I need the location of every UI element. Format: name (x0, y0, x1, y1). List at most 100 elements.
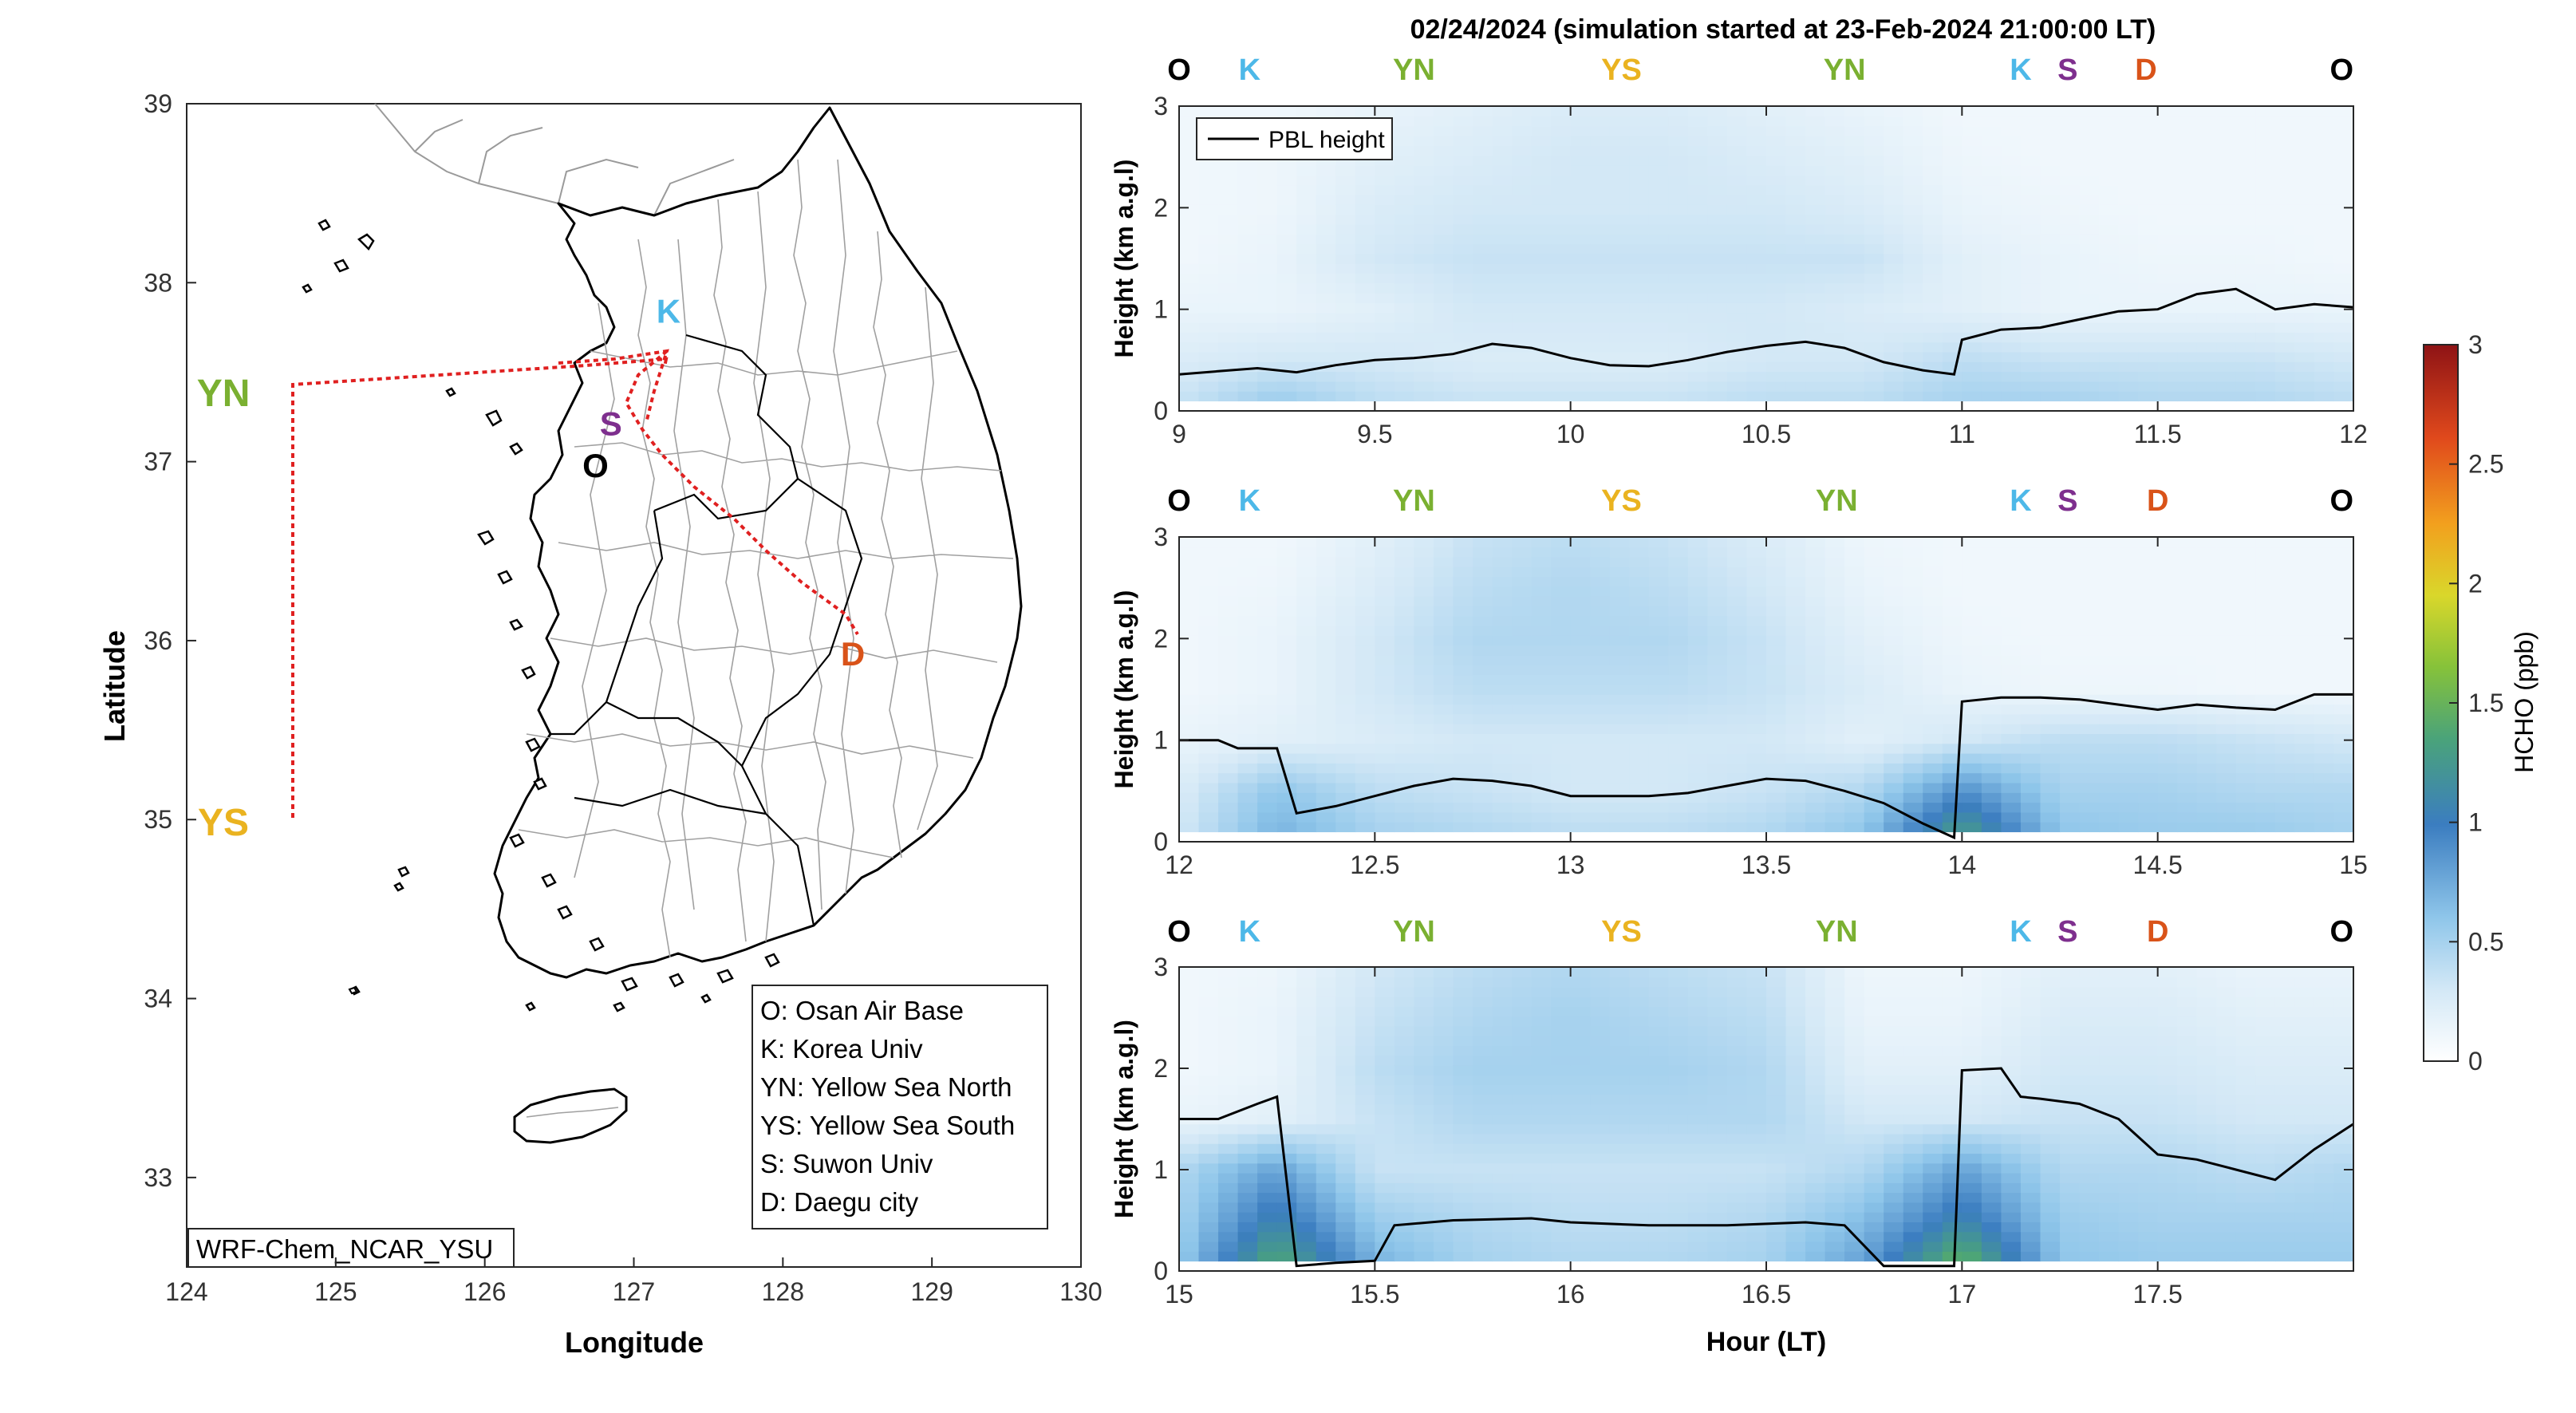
heatmap-cell (1942, 763, 1963, 774)
heatmap-cell (1884, 674, 1904, 685)
heatmap-cell (1687, 1035, 1709, 1047)
heatmap-cell (2274, 194, 2296, 205)
heatmap-cell (1903, 312, 1924, 323)
heatmap-cell (1962, 811, 1982, 823)
heatmap-cell (2020, 332, 2041, 343)
heatmap-cell (1198, 743, 1219, 754)
heatmap-cell (1785, 1114, 1806, 1125)
heatmap-cell (1864, 194, 1884, 205)
heatmap-cell (1668, 1241, 1689, 1252)
heatmap-cell (1609, 723, 1631, 734)
heatmap-cell (2274, 223, 2296, 235)
heatmap-cell (1746, 381, 1767, 392)
heatmap-cell (1276, 1006, 1297, 1017)
heatmap-cell (1375, 341, 1395, 353)
heatmap-cell (1551, 1143, 1572, 1154)
heatmap-cell (2060, 243, 2081, 255)
heatmap-cell (2157, 772, 2178, 783)
heatmap-cell (2314, 772, 2335, 783)
heatmap-cell (1668, 996, 1689, 1007)
heatmap-cell (1316, 262, 1337, 274)
heatmap-cell (1590, 1084, 1611, 1095)
heatmap-cell (1864, 1084, 1884, 1095)
heatmap-cell (1629, 322, 1650, 333)
heatmap-cell (1375, 782, 1395, 793)
heatmap-cell (2177, 693, 2198, 705)
heatmap-cell (1179, 772, 1200, 783)
heatmap-cell (1903, 1222, 1924, 1233)
heatmap-cell (2118, 821, 2139, 833)
heatmap-cell (2060, 184, 2081, 195)
heatmap-cell (2099, 566, 2120, 578)
heatmap-cell (1237, 821, 1258, 833)
heatmap-cell (1825, 243, 1845, 255)
heatmap-cell (2255, 576, 2276, 587)
heatmap-cell (1492, 625, 1513, 636)
heatmap-cell (1648, 586, 1670, 597)
heatmap-cell (1492, 1153, 1513, 1164)
heatmap-cell (1394, 1153, 1415, 1164)
heatmap-cell (2294, 243, 2315, 255)
heatmap-cell (1237, 763, 1258, 774)
heatmap-cell (1296, 752, 1317, 764)
heatmap-cell (1316, 635, 1337, 646)
heatmap-cell (1590, 371, 1611, 382)
heatmap-cell (1394, 1202, 1415, 1213)
heatmap-cell (1884, 977, 1904, 988)
heatmap-cell (1551, 302, 1572, 314)
heatmap-cell (1726, 977, 1748, 988)
heatmap-cell (1864, 693, 1884, 705)
heatmap-cell (1609, 537, 1631, 548)
heatmap-cell (1276, 811, 1297, 823)
heatmap-cell (1687, 693, 1709, 705)
heatmap-cell (1473, 665, 1493, 676)
heatmap-cell (1609, 811, 1631, 823)
heatmap-cell (1473, 214, 1493, 225)
heatmap-cell (2294, 635, 2315, 646)
heatmap-cell (1492, 184, 1513, 195)
heatmap-cell (1766, 782, 1787, 793)
heatmap-cell (1276, 1016, 1297, 1027)
heatmap-cell (1473, 116, 1493, 127)
heatmap-cell (2294, 595, 2315, 606)
heatmap-cell (1844, 1123, 1865, 1135)
heatmap-cell (1276, 1045, 1297, 1056)
heatmap-cell (2020, 135, 2041, 147)
heatmap-cell (1687, 1162, 1709, 1174)
heatmap-cell (2235, 537, 2257, 548)
heatmap-cell (2040, 214, 2061, 225)
heatmap-cell (2157, 792, 2178, 803)
heatmap-cell (1707, 1055, 1728, 1066)
heatmap-cell (1551, 214, 1572, 225)
heatmap-cell (1746, 1084, 1767, 1095)
heatmap-cell (1746, 1045, 1767, 1056)
heatmap-cell (1492, 223, 1513, 235)
heatmap-cell (2314, 234, 2335, 245)
heatmap-cell (1179, 1172, 1200, 1183)
heatmap-cell (2314, 566, 2335, 578)
heatmap-cell (1237, 1006, 1258, 1017)
heatmap-cell (2118, 262, 2139, 274)
heatmap-cell (2235, 782, 2257, 793)
heatmap-cell (1473, 106, 1493, 117)
heatmap-cell (1923, 1064, 1943, 1076)
heatmap-cell (1492, 1172, 1513, 1183)
heatmap-cell (1198, 1172, 1219, 1183)
heatmap-cell (2196, 204, 2218, 215)
heatmap-cell (1433, 792, 1454, 803)
heatmap-cell (1962, 1025, 1982, 1036)
heatmap-cell (2020, 253, 2041, 264)
heatmap-cell (2138, 547, 2159, 558)
heatmap-cell (1198, 821, 1219, 833)
heatmap-cell (1570, 1094, 1591, 1105)
heatmap-cell (1884, 1035, 1904, 1047)
heatmap-cell (1355, 782, 1376, 793)
heatmap-cell (1648, 576, 1670, 587)
heatmap-cell (1707, 1094, 1728, 1105)
heatmap-cell (1394, 1143, 1415, 1154)
heatmap-cell (1512, 322, 1533, 333)
heatmap-cell (1864, 537, 1884, 548)
heatmap-cell (1198, 194, 1219, 205)
heatmap-cell (1179, 164, 1200, 176)
